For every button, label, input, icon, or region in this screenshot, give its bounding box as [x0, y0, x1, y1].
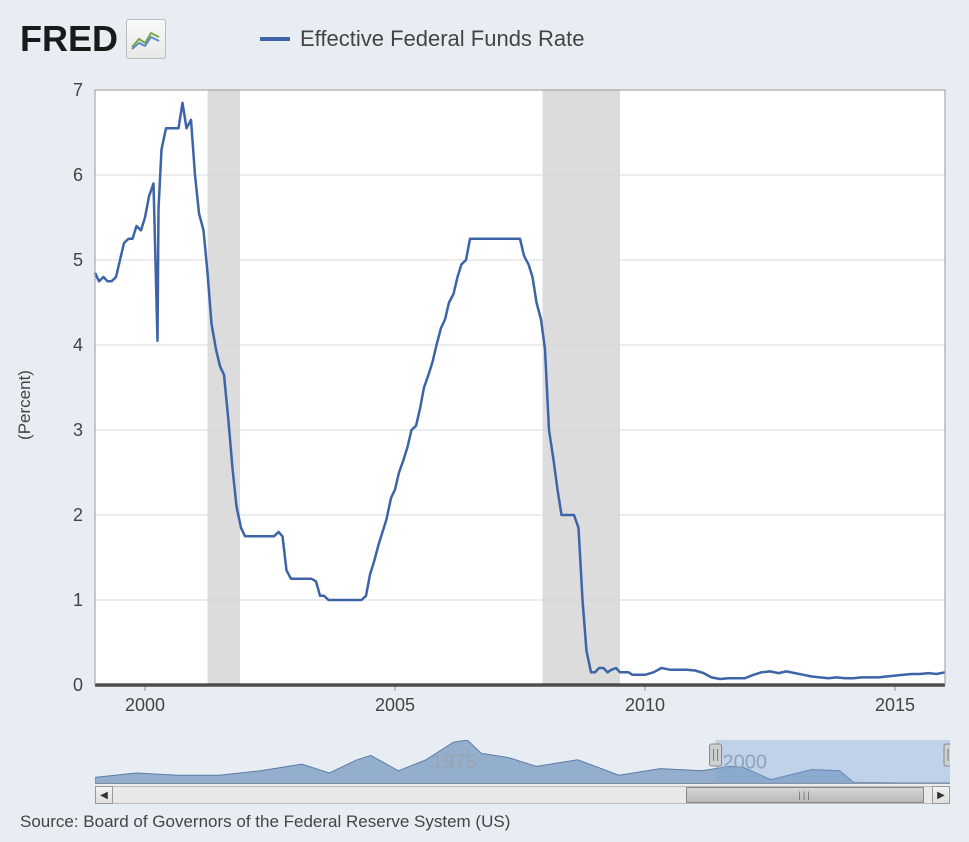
- scroll-track[interactable]: |||: [113, 786, 932, 804]
- svg-text:2005: 2005: [375, 695, 415, 715]
- chart-container: FRED Effective Federal Funds Rate (Perce…: [0, 0, 969, 842]
- legend: Effective Federal Funds Rate: [260, 26, 585, 52]
- scroll-left-button[interactable]: ◀: [95, 786, 113, 804]
- svg-text:5: 5: [73, 250, 83, 270]
- navigator-svg[interactable]: 19752000: [95, 740, 950, 784]
- logo-chart-icon: [126, 19, 166, 59]
- scroll-right-button[interactable]: ▶: [932, 786, 950, 804]
- svg-text:7: 7: [73, 80, 83, 100]
- navigator-scrollbar[interactable]: ◀ ||| ▶: [95, 786, 950, 804]
- svg-text:3: 3: [73, 420, 83, 440]
- main-plot: (Percent) 012345672000200520102015: [20, 75, 950, 725]
- svg-text:2010: 2010: [625, 695, 665, 715]
- svg-text:2: 2: [73, 505, 83, 525]
- svg-text:0: 0: [73, 675, 83, 695]
- svg-text:2000: 2000: [125, 695, 165, 715]
- header: FRED: [20, 18, 166, 60]
- svg-text:1975: 1975: [432, 752, 477, 774]
- logo-text: FRED: [20, 18, 118, 60]
- svg-text:6: 6: [73, 165, 83, 185]
- legend-swatch: [260, 37, 290, 41]
- svg-text:4: 4: [73, 335, 83, 355]
- legend-label: Effective Federal Funds Rate: [300, 26, 585, 52]
- source-text: Source: Board of Governors of the Federa…: [20, 812, 510, 832]
- svg-text:1: 1: [73, 590, 83, 610]
- scroll-thumb[interactable]: |||: [686, 787, 924, 803]
- svg-text:2015: 2015: [875, 695, 915, 715]
- navigator[interactable]: 19752000 ◀ ||| ▶: [95, 740, 950, 800]
- plot-svg[interactable]: 0 1 2 3 4 5 6 7 2000 2005 2010 2015: [20, 75, 950, 725]
